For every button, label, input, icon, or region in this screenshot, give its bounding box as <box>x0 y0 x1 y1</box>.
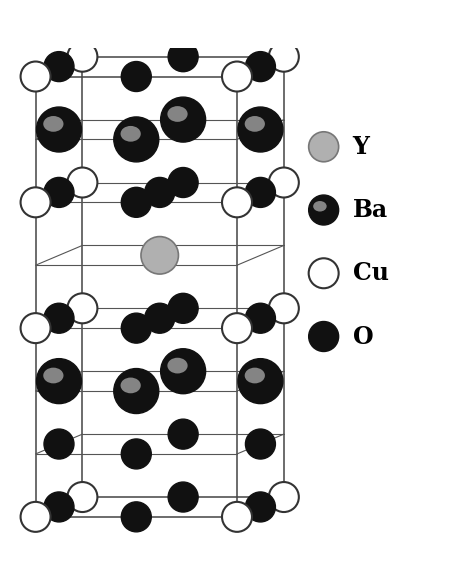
Circle shape <box>161 97 206 142</box>
Circle shape <box>67 482 97 512</box>
Circle shape <box>168 293 198 324</box>
Ellipse shape <box>313 201 327 211</box>
Circle shape <box>222 313 252 343</box>
Circle shape <box>309 322 338 352</box>
Circle shape <box>145 303 175 333</box>
Text: Cu: Cu <box>353 261 389 285</box>
Circle shape <box>269 293 299 324</box>
Circle shape <box>309 195 338 225</box>
Circle shape <box>141 237 178 274</box>
Ellipse shape <box>43 116 64 132</box>
Circle shape <box>246 178 275 207</box>
Ellipse shape <box>245 116 265 132</box>
Circle shape <box>44 492 74 522</box>
Circle shape <box>121 313 151 343</box>
Ellipse shape <box>120 377 141 393</box>
Circle shape <box>222 61 252 92</box>
Circle shape <box>44 429 74 459</box>
Circle shape <box>36 107 82 152</box>
Circle shape <box>238 359 283 404</box>
Circle shape <box>161 349 206 394</box>
Circle shape <box>44 51 74 82</box>
Circle shape <box>246 51 275 82</box>
Ellipse shape <box>245 368 265 383</box>
Circle shape <box>121 187 151 217</box>
Text: O: O <box>353 325 374 349</box>
Circle shape <box>67 293 97 324</box>
Text: Y: Y <box>353 135 370 159</box>
Circle shape <box>309 258 338 288</box>
Ellipse shape <box>167 106 188 122</box>
Circle shape <box>121 502 151 532</box>
Circle shape <box>20 61 51 92</box>
Circle shape <box>20 187 51 217</box>
Circle shape <box>121 439 151 469</box>
Ellipse shape <box>120 126 141 142</box>
Circle shape <box>269 168 299 197</box>
Circle shape <box>168 168 198 197</box>
Circle shape <box>269 482 299 512</box>
Circle shape <box>246 492 275 522</box>
Circle shape <box>145 178 175 207</box>
Circle shape <box>20 502 51 532</box>
Circle shape <box>222 187 252 217</box>
Circle shape <box>20 313 51 343</box>
Circle shape <box>44 178 74 207</box>
Circle shape <box>67 168 97 197</box>
Circle shape <box>269 41 299 72</box>
Ellipse shape <box>167 358 188 374</box>
Circle shape <box>44 303 74 333</box>
Circle shape <box>114 369 159 413</box>
Circle shape <box>222 502 252 532</box>
Ellipse shape <box>43 368 64 383</box>
Circle shape <box>238 107 283 152</box>
Circle shape <box>246 303 275 333</box>
Circle shape <box>168 482 198 512</box>
Circle shape <box>246 429 275 459</box>
Circle shape <box>168 419 198 449</box>
Circle shape <box>121 61 151 92</box>
Circle shape <box>114 117 159 162</box>
Circle shape <box>309 132 338 162</box>
Circle shape <box>36 359 82 404</box>
Text: Ba: Ba <box>353 198 388 222</box>
Circle shape <box>168 41 198 72</box>
Circle shape <box>67 41 97 72</box>
